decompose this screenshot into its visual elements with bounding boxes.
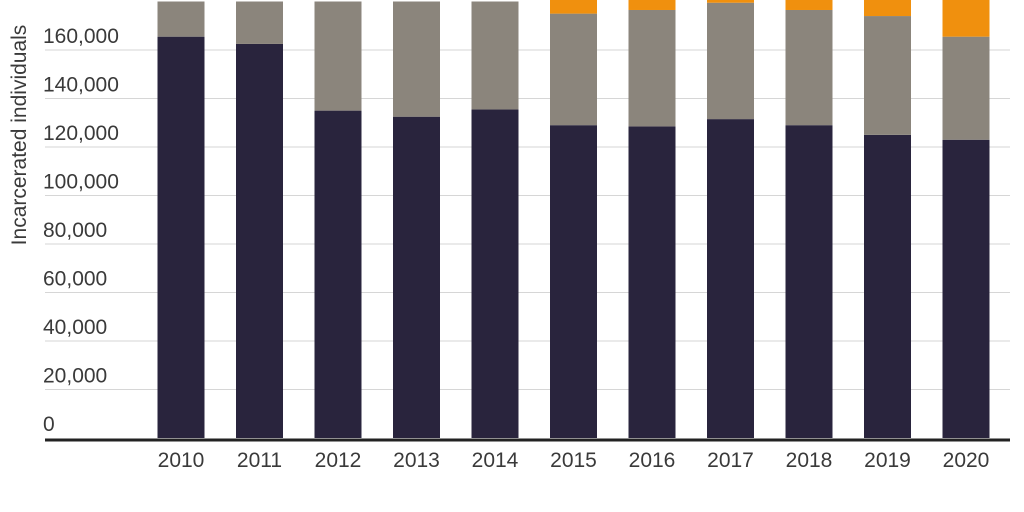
y-tick-label: 140,000 (43, 74, 119, 97)
x-tick-label: 2018 (786, 449, 833, 472)
bar-segment-2016-3 (628, 0, 676, 10)
y-axis-label: Incarcerated individuals (8, 25, 31, 246)
bar-segment-2010-1 (157, 36, 205, 438)
bar-segment-2015-3 (550, 0, 597, 14)
bar-segment-2011-1 (236, 43, 283, 438)
bar-segment-2017-2 (707, 2, 754, 120)
bar-segment-2012-1 (314, 110, 362, 438)
bar-segment-2018-3 (785, 0, 833, 10)
bar-segment-2018-2 (785, 9, 833, 126)
bar-segment-2013-1 (393, 116, 440, 438)
y-tick-label: 80,000 (43, 219, 107, 242)
bar-segment-2019-3 (864, 0, 911, 17)
bar-segment-2019-2 (864, 16, 911, 135)
x-tick-label: 2020 (943, 449, 990, 472)
bars (157, 0, 990, 439)
bar-segment-2010-2 (157, 1, 205, 37)
x-tick-label: 2016 (629, 449, 676, 472)
bar-segment-2020-2 (942, 36, 990, 140)
x-tick-label: 2011 (237, 449, 282, 472)
bar-segment-2016-1 (628, 126, 676, 438)
bar-segment-2011-2 (236, 1, 283, 44)
x-tick-label: 2015 (550, 449, 597, 472)
y-tick-label: 160,000 (43, 25, 119, 48)
x-tick-label: 2017 (707, 449, 754, 472)
bar-segment-2015-1 (550, 125, 597, 439)
bar-segment-2018-1 (785, 125, 833, 439)
y-tick-label: 100,000 (43, 171, 119, 194)
x-tick-label: 2013 (393, 449, 440, 472)
gridlines (45, 49, 1010, 390)
x-tick-labels: 2010 2011 2012 2013 2014 2015 2016 2017 2018 2019… (158, 449, 990, 472)
bar-segment-2020-1 (942, 139, 990, 438)
y-tick-labels: 0 20,000 40,000 60,000 80,000 100,000 120,000 1… (43, 25, 119, 436)
x-tick-label: 2019 (864, 449, 911, 472)
x-tick-label: 2010 (158, 449, 205, 472)
bar-segment-2016-2 (628, 9, 676, 127)
x-tick-label: 2014 (472, 449, 519, 472)
bar-segment-2014-1 (471, 109, 519, 438)
bar-segment-2015-2 (550, 13, 597, 126)
bar-segment-2012-2 (314, 1, 362, 111)
y-tick-label: 60,000 (43, 268, 107, 291)
bar-segment-2017-3 (707, 0, 754, 3)
bar-segment-2013-2 (393, 1, 440, 117)
y-tick-label: 20,000 (43, 365, 107, 388)
y-tick-label: 120,000 (43, 122, 119, 145)
bar-segment-2017-1 (707, 119, 754, 439)
bar-segment-2014-2 (471, 1, 519, 110)
x-tick-label: 2012 (315, 449, 362, 472)
bar-segment-2020-3 (942, 0, 990, 37)
y-tick-label: 40,000 (43, 316, 107, 339)
bar-segment-2019-1 (864, 134, 911, 438)
y-tick-label: 0 (43, 413, 55, 436)
